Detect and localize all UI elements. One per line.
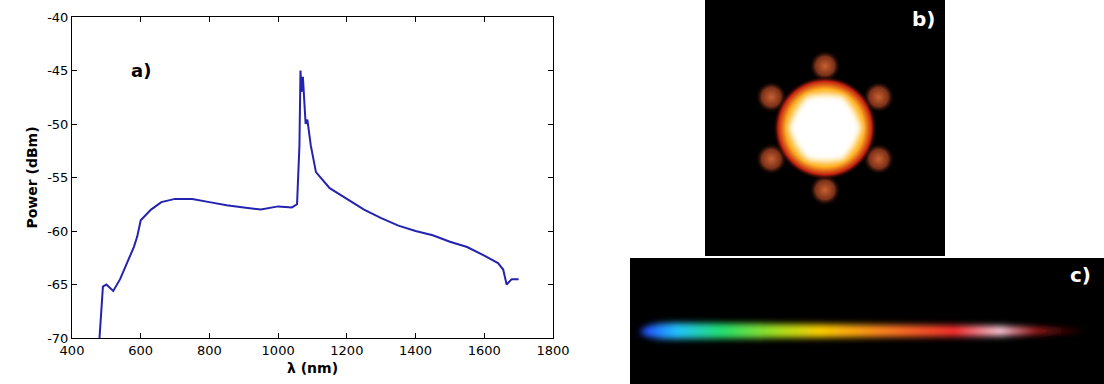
svg-text:-40: -40 [47,10,68,25]
svg-text:-60: -60 [47,224,68,239]
svg-text:-70: -70 [47,331,68,346]
svg-text:b): b) [912,7,935,31]
svg-text:c): c) [1070,263,1091,287]
svg-text:1400: 1400 [399,343,432,358]
svg-text:Power (dBm): Power (dBm) [24,126,40,228]
svg-text:400: 400 [60,343,85,358]
svg-text:1000: 1000 [262,343,295,358]
svg-text:800: 800 [197,343,222,358]
svg-text:600: 600 [128,343,153,358]
svg-text:-50: -50 [47,117,68,132]
svg-text:-45: -45 [47,63,68,78]
svg-text:1600: 1600 [468,343,501,358]
svg-text:a): a) [131,60,151,81]
svg-text:-55: -55 [47,170,68,185]
svg-text:-65: -65 [47,277,68,292]
svg-text:1200: 1200 [330,343,363,358]
svg-text:λ (nm): λ (nm) [287,360,338,376]
svg-text:1800: 1800 [536,343,569,358]
